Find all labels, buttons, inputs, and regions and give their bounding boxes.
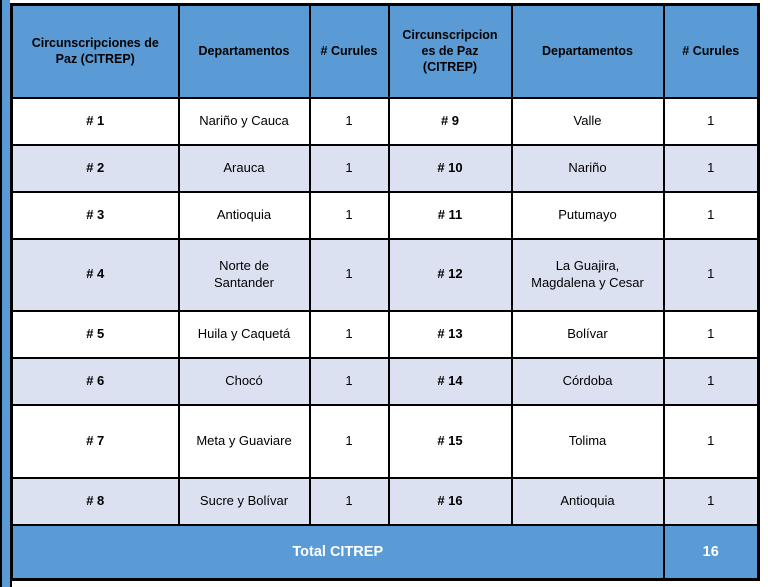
citrep-id-cell: # 5 bbox=[10, 309, 180, 359]
departamento-cell: Chocó bbox=[177, 356, 311, 406]
curules-cell: 1 bbox=[308, 237, 390, 312]
departamento-cell: Tolima bbox=[510, 403, 665, 479]
table-row: # 8 Sucre y Bolívar 1 # 16 Antioquia 1 bbox=[10, 476, 760, 526]
curules-cell: 1 bbox=[308, 96, 390, 146]
departamento-cell: La Guajira, Magdalena y Cesar bbox=[510, 237, 665, 312]
total-value-cell: 16 bbox=[662, 523, 760, 581]
table-row: # 4 Norte de Santander 1 # 12 La Guajira… bbox=[10, 237, 760, 312]
departamento-cell: Valle bbox=[510, 96, 665, 146]
table-left-border-stub bbox=[10, 580, 12, 587]
header-curules-left: # Curules bbox=[308, 3, 390, 99]
citrep-id-cell: # 2 bbox=[10, 143, 180, 193]
header-departamentos-right: Departamentos bbox=[510, 3, 665, 99]
citrep-id-cell: # 13 bbox=[387, 309, 513, 359]
header-departamentos-left: Departamentos bbox=[177, 3, 311, 99]
curules-cell: 1 bbox=[308, 476, 390, 526]
citrep-id-cell: # 6 bbox=[10, 356, 180, 406]
citrep-id-cell: # 14 bbox=[387, 356, 513, 406]
header-row: Circunscripciones de Paz (CITREP) Depart… bbox=[10, 3, 760, 99]
table-row: # 1 Nariño y Cauca 1 # 9 Valle 1 bbox=[10, 96, 760, 146]
departamento-cell: Córdoba bbox=[510, 356, 665, 406]
curules-cell: 1 bbox=[662, 190, 760, 240]
table-row: # 7 Meta y Guaviare 1 # 15 Tolima 1 bbox=[10, 403, 760, 479]
curules-cell: 1 bbox=[308, 356, 390, 406]
citrep-id-cell: # 8 bbox=[10, 476, 180, 526]
curules-cell: 1 bbox=[662, 237, 760, 312]
header-citrep-right: Circunscripciones de Paz (CITREP) bbox=[387, 3, 513, 99]
departamento-cell: Bolívar bbox=[510, 309, 665, 359]
citrep-id-cell: # 1 bbox=[10, 96, 180, 146]
citrep-id-cell: # 4 bbox=[10, 237, 180, 312]
departamento-cell: Antioquia bbox=[177, 190, 311, 240]
citrep-table: Circunscripciones de Paz (CITREP) Depart… bbox=[10, 3, 760, 581]
departamento-cell: Arauca bbox=[177, 143, 311, 193]
table-row: # 3 Antioquia 1 # 11 Putumayo 1 bbox=[10, 190, 760, 240]
departamento-cell: Sucre y Bolívar bbox=[177, 476, 311, 526]
citrep-id-cell: # 7 bbox=[10, 403, 180, 479]
table-row: # 5 Huila y Caquetá 1 # 13 Bolívar 1 bbox=[10, 309, 760, 359]
curules-cell: 1 bbox=[308, 403, 390, 479]
departamento-cell: Antioquia bbox=[510, 476, 665, 526]
curules-cell: 1 bbox=[308, 309, 390, 359]
departamento-cell: Nariño y Cauca bbox=[177, 96, 311, 146]
header-curules-right: # Curules bbox=[662, 3, 760, 99]
curules-cell: 1 bbox=[662, 309, 760, 359]
departamento-cell: Huila y Caquetá bbox=[177, 309, 311, 359]
total-label-cell: Total CITREP bbox=[10, 523, 665, 581]
curules-cell: 1 bbox=[662, 143, 760, 193]
citrep-id-cell: # 16 bbox=[387, 476, 513, 526]
citrep-id-cell: # 12 bbox=[387, 237, 513, 312]
departamento-cell: Meta y Guaviare bbox=[177, 403, 311, 479]
table-row: # 2 Arauca 1 # 10 Nariño 1 bbox=[10, 143, 760, 193]
curules-cell: 1 bbox=[308, 143, 390, 193]
citrep-id-cell: # 9 bbox=[387, 96, 513, 146]
table-row: # 6 Chocó 1 # 14 Córdoba 1 bbox=[10, 356, 760, 406]
curules-cell: 1 bbox=[662, 96, 760, 146]
header-citrep-left: Circunscripciones de Paz (CITREP) bbox=[10, 3, 180, 99]
citrep-id-cell: # 10 bbox=[387, 143, 513, 193]
citrep-id-cell: # 3 bbox=[10, 190, 180, 240]
departamento-cell: Nariño bbox=[510, 143, 665, 193]
total-row: Total CITREP 16 bbox=[10, 523, 760, 581]
departamento-cell: Putumayo bbox=[510, 190, 665, 240]
curules-cell: 1 bbox=[662, 356, 760, 406]
departamento-cell: Norte de Santander bbox=[177, 237, 311, 312]
citrep-id-cell: # 11 bbox=[387, 190, 513, 240]
curules-cell: 1 bbox=[662, 403, 760, 479]
curules-cell: 1 bbox=[308, 190, 390, 240]
left-blue-band bbox=[0, 0, 10, 587]
curules-cell: 1 bbox=[662, 476, 760, 526]
citrep-id-cell: # 15 bbox=[387, 403, 513, 479]
